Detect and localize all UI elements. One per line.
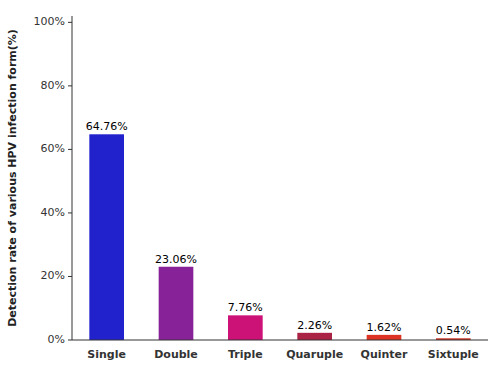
data-label: 1.62% <box>367 321 402 334</box>
bar <box>367 335 402 340</box>
y-axis-line <box>72 16 73 340</box>
y-tick-label: 60% <box>41 142 65 155</box>
x-tick-label: Sixtuple <box>428 348 479 361</box>
x-tick-label: Triple <box>228 348 263 361</box>
data-label: 7.76% <box>228 301 263 314</box>
y-tick <box>68 85 72 86</box>
y-tick <box>68 276 72 277</box>
y-tick <box>68 212 72 213</box>
data-label: 23.06% <box>155 253 197 266</box>
x-axis-line <box>72 340 488 341</box>
x-tick-label: Quinter <box>361 348 409 361</box>
chart: 64.76% 23.06% 7.76% 2.26% 1.62% 0.54% 0% 20% 40%… <box>0 0 500 372</box>
bar <box>297 333 332 340</box>
bar <box>89 134 124 340</box>
y-axis-label: Detection rate of various HPV infection … <box>6 29 19 327</box>
bar <box>159 267 194 340</box>
x-tick-label: Single <box>87 348 126 361</box>
x-tick-label: Quaruple <box>286 348 343 361</box>
y-tick-label: 100% <box>34 15 65 28</box>
y-tick-label: 0% <box>48 333 65 346</box>
data-label: 0.54% <box>436 324 471 337</box>
y-tick-label: 40% <box>41 206 65 219</box>
data-label: 64.76% <box>86 120 128 133</box>
bar <box>228 315 263 340</box>
y-tick-label: 20% <box>41 269 65 282</box>
bars <box>89 134 470 340</box>
y-tick-label: 80% <box>41 79 65 92</box>
y-tick <box>68 340 72 341</box>
y-tick <box>68 149 72 150</box>
y-tick <box>68 22 72 23</box>
data-label: 2.26% <box>297 319 332 332</box>
x-tick-label: Double <box>154 348 198 361</box>
